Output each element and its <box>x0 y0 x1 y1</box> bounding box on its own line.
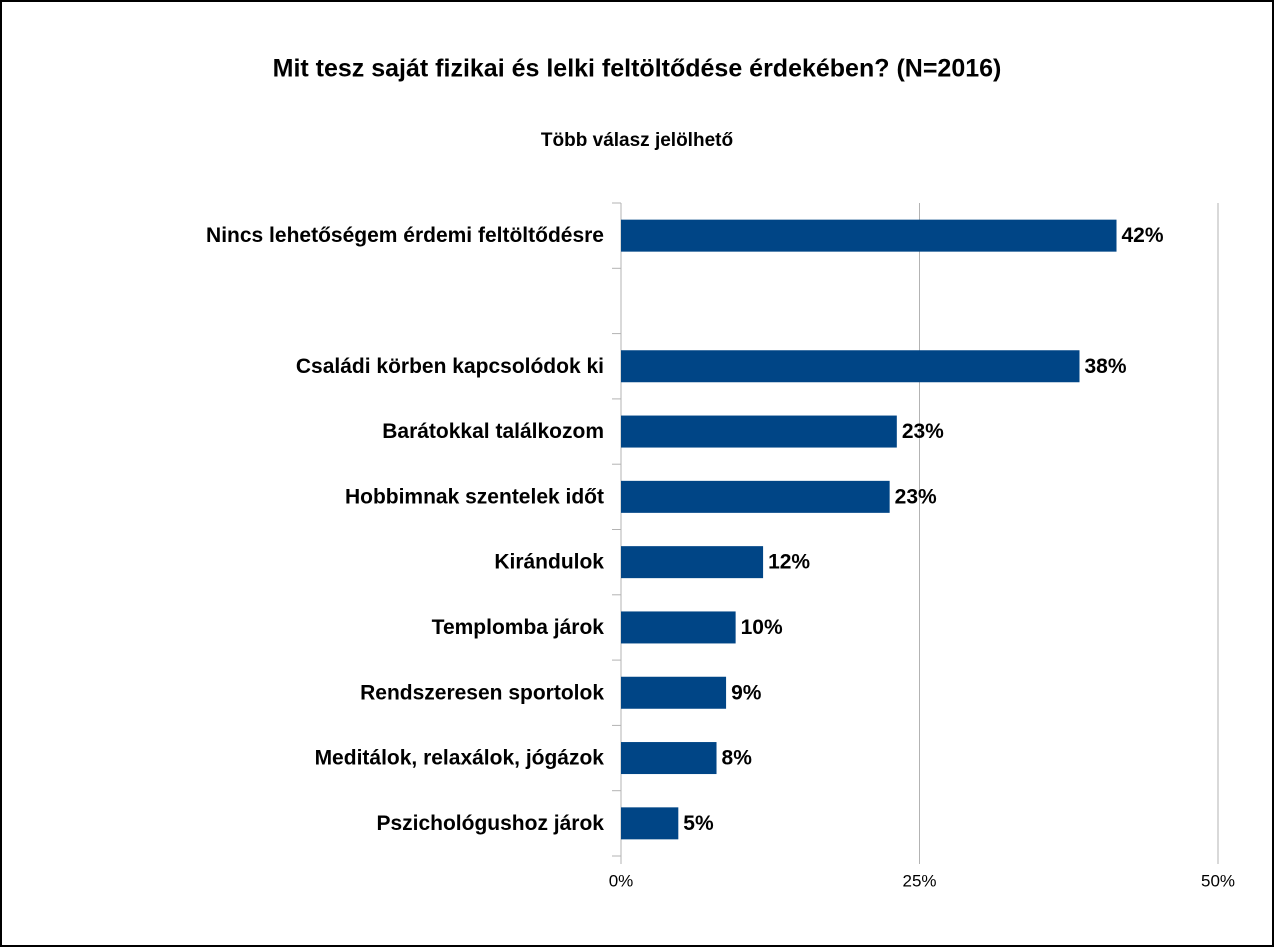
value-label: 9% <box>731 681 762 704</box>
bar <box>621 480 890 513</box>
y-tick-label: Rendszeresen sportolok <box>360 681 604 704</box>
y-tick-label: Templomba járok <box>432 616 605 639</box>
value-label: 8% <box>722 747 753 770</box>
y-tick-label: Meditálok, relaxálok, jógázok <box>315 747 605 770</box>
y-tick-label: Barátokkal találkozom <box>382 420 604 443</box>
y-tick-label: Hobbimnak szentelek időt <box>345 485 604 508</box>
bar <box>621 415 897 448</box>
value-label: 38% <box>1084 355 1126 378</box>
bar <box>621 219 1117 252</box>
bar <box>621 350 1080 383</box>
y-tick-label: Nincs lehetőségem érdemi feltöltődésre <box>206 224 604 247</box>
bar <box>621 546 764 579</box>
x-tick-label: 0% <box>609 871 634 890</box>
y-tick-label: Családi körben kapcsolódok ki <box>296 355 604 378</box>
x-tick-label: 25% <box>902 871 936 890</box>
value-label: 23% <box>902 420 944 443</box>
value-label: 12% <box>768 551 810 574</box>
bar <box>621 611 736 644</box>
chart-subtitle: Több válasz jelölhető <box>541 130 733 151</box>
value-label: 42% <box>1122 224 1164 247</box>
x-tick-label: 50% <box>1201 871 1235 890</box>
y-tick-label: Pszichológushoz járok <box>376 812 604 835</box>
value-label: 10% <box>741 616 783 639</box>
bar <box>621 742 717 775</box>
bar <box>621 807 679 840</box>
chart-title: Mit tesz saját fizikai és lelki feltöltő… <box>273 55 1002 83</box>
value-label: 5% <box>683 812 714 835</box>
y-tick-label: Kirándulok <box>494 551 604 574</box>
value-label: 23% <box>895 485 937 508</box>
bar <box>621 676 727 709</box>
